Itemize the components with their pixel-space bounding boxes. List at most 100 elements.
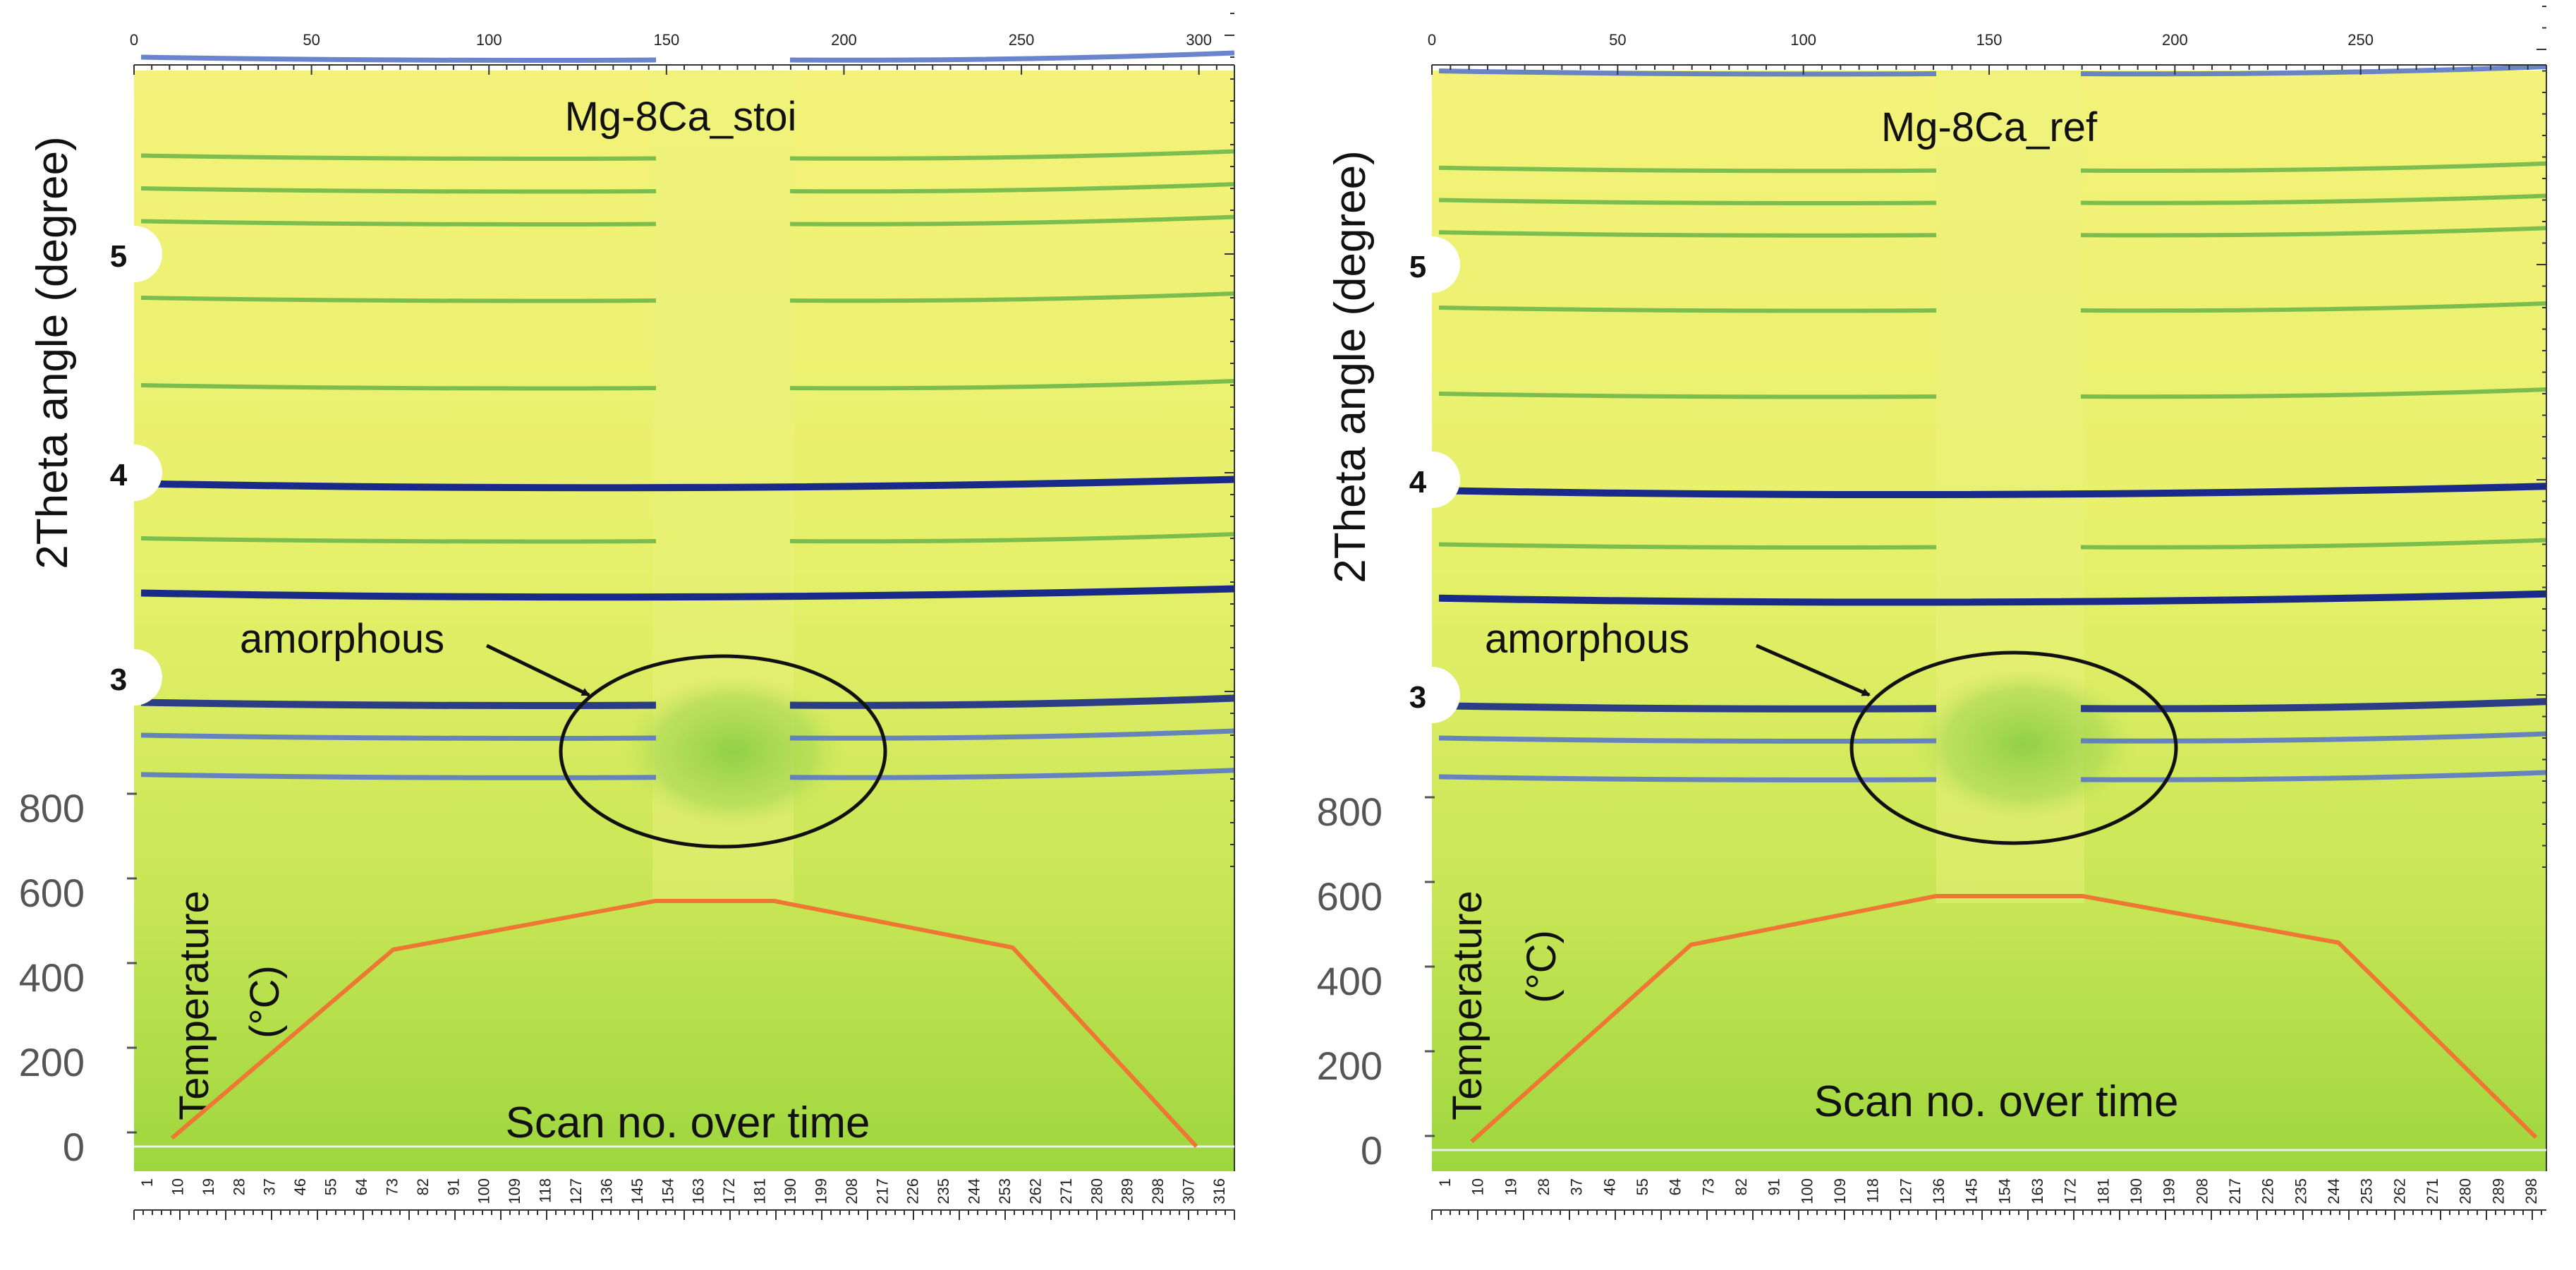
diffraction-line bbox=[789, 694, 1235, 709]
y-tick-5: 5 bbox=[106, 226, 162, 282]
scan-label: 199 bbox=[812, 1178, 830, 1204]
scan-label: 190 bbox=[2127, 1178, 2145, 1204]
scan-label: 136 bbox=[597, 1178, 615, 1204]
y-tick-3: 3 bbox=[1404, 667, 1460, 723]
top-tick-label: 250 bbox=[2347, 31, 2374, 49]
heatmap-background bbox=[1432, 71, 2546, 1171]
temperature-axis: 800 600 400 200 0 bbox=[1317, 790, 1435, 1173]
scan-label: 253 bbox=[2358, 1178, 2376, 1204]
scan-label: 64 bbox=[1667, 1178, 1684, 1195]
right-axis-ticks bbox=[1225, 13, 1234, 867]
temperature-tick-label: 200 bbox=[19, 1040, 85, 1084]
diffraction-line bbox=[140, 772, 657, 780]
scan-label: 307 bbox=[1180, 1178, 1198, 1204]
scan-number-labels: 1 10 19 28 37 46 55 64 73 82 91 100 109 118 127 136 145 1… bbox=[1436, 1178, 2540, 1204]
y-tick-label: 3 bbox=[1409, 680, 1426, 715]
temperature-tick-label: 200 bbox=[1317, 1044, 1383, 1088]
scan-label: 118 bbox=[537, 1178, 554, 1203]
amorphous-arrow bbox=[1755, 643, 1871, 697]
x-axis-label: Scan no. over time bbox=[506, 1099, 870, 1147]
bottom-ruler bbox=[133, 1209, 1235, 1220]
scan-label: 235 bbox=[2292, 1178, 2309, 1204]
diffraction-line bbox=[1438, 590, 2547, 606]
scan-label: 208 bbox=[2193, 1178, 2211, 1204]
diffraction-line bbox=[789, 50, 1235, 63]
scan-label: 73 bbox=[1699, 1178, 1717, 1195]
top-tick-label: 100 bbox=[1790, 31, 1816, 49]
amorphous-label: amorphous bbox=[1485, 616, 1689, 662]
scan-label: 217 bbox=[2226, 1178, 2244, 1204]
diffraction-line bbox=[1438, 68, 1937, 77]
top-axis-ticks: 0 50 100 150 200 250 bbox=[1428, 31, 2547, 75]
temperature-tick-label: 800 bbox=[1317, 790, 1383, 834]
diffraction-line bbox=[140, 186, 657, 194]
diffraction-line bbox=[789, 728, 1235, 741]
top-tick-label: 0 bbox=[130, 31, 138, 49]
scan-label: 46 bbox=[1600, 1178, 1618, 1195]
y-tick-3: 3 bbox=[106, 649, 162, 706]
scan-label: 10 bbox=[169, 1178, 186, 1195]
diffraction-line bbox=[140, 296, 657, 303]
y-tick-label: 5 bbox=[110, 239, 127, 274]
temperature-axis: 800 600 400 200 0 bbox=[19, 786, 137, 1169]
scan-label: 181 bbox=[751, 1178, 769, 1204]
temperature-label: Temperature bbox=[1445, 890, 1490, 1120]
top-tick-label: 50 bbox=[303, 31, 320, 49]
temperature-tick-label: 600 bbox=[1317, 874, 1383, 919]
right-axis-ticks bbox=[2536, 6, 2546, 868]
panel-stoi: 0 50 100 150 200 250 300 Mg-8Ca_stoi 2Theta an… bbox=[19, 13, 1235, 1220]
scan-label: 244 bbox=[966, 1178, 983, 1204]
top-tick-label: 200 bbox=[2162, 31, 2188, 49]
scan-label: 199 bbox=[2161, 1178, 2178, 1204]
diffraction-line bbox=[789, 768, 1235, 780]
top-tick-label: 250 bbox=[1009, 31, 1035, 49]
scan-label: 235 bbox=[935, 1178, 952, 1204]
scan-label: 1 bbox=[1436, 1178, 1454, 1187]
temperature-tick-label: 400 bbox=[1317, 959, 1383, 1003]
diffraction-line bbox=[140, 219, 657, 226]
temperature-unit: (°C) bbox=[242, 965, 288, 1039]
diffraction-line bbox=[1438, 774, 1937, 782]
scan-label: 316 bbox=[1210, 1178, 1228, 1204]
x-axis-label: Scan no. over time bbox=[1814, 1077, 2179, 1126]
diffraction-line bbox=[2080, 161, 2547, 174]
diffraction-line bbox=[140, 585, 1235, 601]
scan-label: 244 bbox=[2325, 1178, 2343, 1204]
scan-label: 109 bbox=[506, 1178, 523, 1204]
top-axis-ticks: 0 50 100 150 200 250 300 bbox=[130, 31, 1235, 75]
scan-label: 19 bbox=[1502, 1178, 1519, 1195]
diffraction-line bbox=[1438, 392, 1937, 399]
scan-label: 37 bbox=[1568, 1178, 1586, 1195]
scan-label: 28 bbox=[1535, 1178, 1553, 1195]
y-tick-label: 5 bbox=[1409, 250, 1426, 284]
diffraction-line bbox=[2080, 698, 2547, 713]
scan-label: 262 bbox=[2390, 1178, 2408, 1204]
scan-label: 226 bbox=[2259, 1178, 2277, 1204]
y-axis-label: 2Theta angle (degree) bbox=[28, 136, 77, 569]
top-tick-label: 100 bbox=[476, 31, 502, 49]
amorphous-arrow bbox=[485, 643, 590, 697]
scan-label: 298 bbox=[1149, 1178, 1167, 1204]
diffraction-line bbox=[2080, 538, 2547, 550]
diffraction-line bbox=[1438, 198, 1937, 205]
temperature-tick-label: 800 bbox=[19, 786, 85, 830]
amorphous-ellipse bbox=[1849, 651, 2178, 845]
scan-label: 163 bbox=[2029, 1178, 2046, 1204]
scan-label: 289 bbox=[2489, 1178, 2507, 1204]
diffraction-line bbox=[2080, 64, 2547, 77]
diffraction-line bbox=[140, 383, 657, 391]
diffraction-line bbox=[140, 698, 657, 709]
scan-label: 82 bbox=[1732, 1178, 1750, 1195]
scan-label: 46 bbox=[291, 1178, 309, 1195]
scan-label: 154 bbox=[659, 1178, 676, 1204]
diffraction-line bbox=[140, 536, 657, 544]
scan-label: 127 bbox=[1897, 1178, 1914, 1204]
temperature-label: Temperature bbox=[171, 890, 217, 1120]
chart-title: Mg-8Ca_stoi bbox=[565, 94, 797, 140]
scan-label: 100 bbox=[475, 1178, 493, 1204]
scan-label: 163 bbox=[690, 1178, 707, 1204]
scan-label: 181 bbox=[2094, 1178, 2112, 1204]
top-tick-label: 300 bbox=[1186, 31, 1212, 49]
diffraction-line bbox=[2080, 226, 2547, 238]
